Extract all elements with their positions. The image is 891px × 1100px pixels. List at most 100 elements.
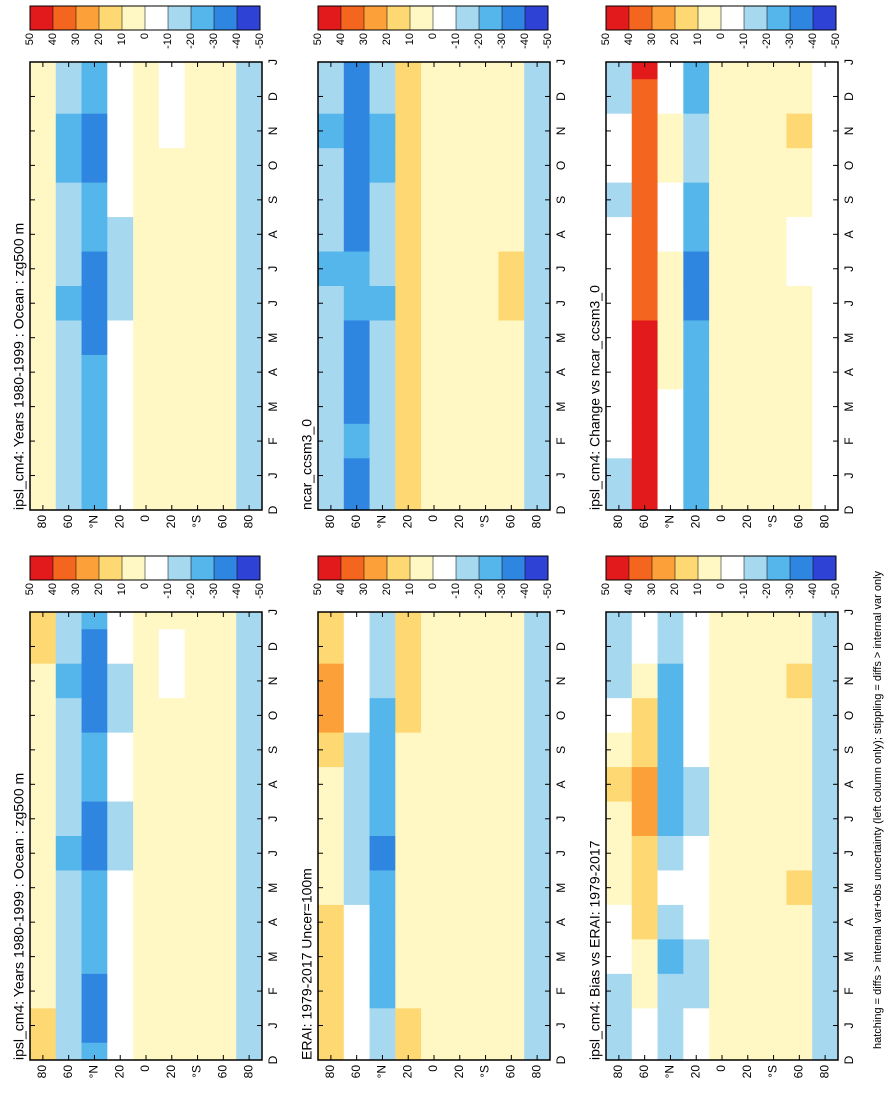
cell (395, 697, 422, 733)
cell (683, 612, 710, 630)
cell (606, 869, 633, 905)
cell (812, 628, 838, 664)
x-tick-label: J (266, 300, 280, 306)
colorbar-segment (502, 6, 525, 30)
cell (709, 388, 736, 424)
cell (107, 697, 134, 733)
cell (395, 147, 422, 183)
cell (683, 285, 710, 321)
cell (133, 612, 160, 630)
cell (709, 354, 736, 390)
colorbar-label: -40 (519, 33, 531, 49)
cell (55, 801, 83, 836)
colorbar-label: 0 (715, 583, 727, 589)
cell (30, 801, 57, 836)
x-tick-label: A (554, 918, 568, 926)
cell (369, 78, 396, 114)
y-tick-label: °S (766, 1065, 780, 1078)
cell (158, 904, 186, 940)
cell (683, 62, 710, 80)
cell (498, 732, 525, 768)
cell (421, 113, 448, 149)
y-tick-label: °N (375, 1065, 389, 1078)
cell (786, 423, 813, 459)
cell (472, 285, 499, 321)
cell (709, 216, 736, 252)
cell (812, 147, 838, 183)
cell (786, 801, 813, 836)
cell (318, 938, 345, 974)
colorbar-segment (214, 6, 237, 30)
cell (631, 388, 659, 424)
cell (446, 663, 474, 699)
cell (709, 732, 736, 768)
cell (709, 319, 736, 355)
cell (107, 973, 134, 1009)
cell (343, 904, 371, 940)
cell (657, 457, 684, 493)
cell (369, 628, 396, 664)
cell (55, 766, 83, 802)
cell (472, 388, 499, 424)
cell (657, 285, 684, 321)
cell (812, 216, 838, 252)
cell (158, 869, 186, 905)
cell (446, 423, 474, 459)
cell (421, 216, 448, 252)
colorbar-segment (168, 556, 191, 580)
colorbar-label: 50 (312, 33, 324, 45)
cell (812, 766, 838, 802)
panel-title: ERAI: 1979-2017 Uncer=100m (299, 868, 315, 1060)
x-tick-label: J (554, 266, 568, 272)
cell (369, 904, 396, 940)
cell (369, 62, 396, 80)
cell (446, 973, 474, 1009)
cell (30, 766, 57, 802)
cell (709, 251, 736, 286)
cell (786, 457, 813, 493)
cell (524, 251, 550, 286)
colorbar-segment (191, 6, 214, 30)
colorbar-segment (652, 556, 675, 580)
cell (395, 612, 422, 630)
cell (734, 62, 762, 80)
cell (184, 147, 211, 183)
cell (236, 354, 262, 390)
cell (184, 697, 211, 733)
cell (812, 113, 838, 149)
cell (107, 78, 134, 114)
cell (606, 766, 633, 802)
cell (30, 182, 57, 218)
colorbar-segment (606, 556, 629, 580)
cell (81, 113, 108, 149)
cell (446, 147, 474, 183)
colorbar-segment (525, 6, 548, 30)
x-tick-label: M (842, 402, 856, 412)
cell (236, 182, 262, 218)
cell (709, 663, 736, 699)
cell (81, 801, 108, 836)
cell (734, 285, 762, 321)
cell (631, 423, 659, 459)
cell (472, 904, 499, 940)
cell (498, 697, 525, 733)
cell (30, 869, 57, 905)
y-tick-label: 60 (792, 1065, 806, 1079)
x-tick-label: J (266, 473, 280, 479)
colorbar-segment (387, 6, 410, 30)
cell (524, 766, 550, 802)
cell (369, 251, 396, 286)
x-tick-label: F (842, 437, 856, 444)
cell (683, 904, 710, 940)
cell (472, 457, 499, 493)
colorbar-segment (237, 6, 260, 30)
cell (81, 973, 108, 1009)
cell (184, 251, 211, 286)
cell (446, 457, 474, 493)
cell (30, 835, 57, 871)
colorbar-segment (364, 556, 387, 580)
cell (369, 766, 396, 802)
cell (318, 182, 345, 218)
cell (683, 388, 710, 424)
